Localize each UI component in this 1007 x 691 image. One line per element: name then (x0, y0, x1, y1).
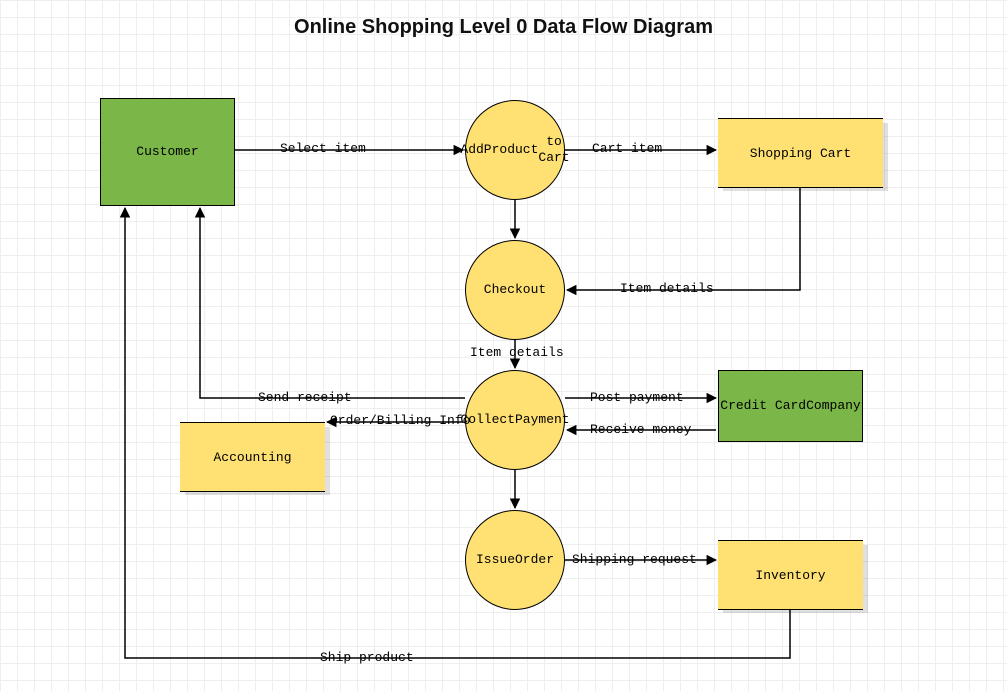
edge-e4 (567, 186, 800, 290)
edge-label-e1: Select item (280, 141, 366, 156)
node-addProduct: AddProductto Cart (465, 100, 565, 200)
node-collect: CollectPayment (465, 370, 565, 470)
edge-label-e2: Cart item (592, 141, 662, 156)
node-checkout: Checkout (465, 240, 565, 340)
edge-label-e7: Receive money (590, 422, 691, 437)
node-creditCard: Credit CardCompany (718, 370, 863, 442)
node-issue: IssueOrder (465, 510, 565, 610)
edge-label-e6: Post payment (590, 390, 684, 405)
diagram-title: Online Shopping Level 0 Data Flow Diagra… (0, 16, 1007, 39)
edge-label-e11: Shipping request (572, 552, 697, 567)
node-inventory: Inventory (718, 540, 863, 610)
edge-label-e12: Ship product (320, 650, 414, 665)
edge-label-e9: Order/Billing Info (330, 413, 470, 428)
diagram-stage: Online Shopping Level 0 Data Flow Diagra… (0, 0, 1007, 691)
node-accounting: Accounting (180, 422, 325, 492)
edge-e8 (200, 208, 465, 398)
node-customer: Customer (100, 98, 235, 206)
edge-label-e8: Send receipt (258, 390, 352, 405)
edge-label-e4: Item details (620, 281, 714, 296)
node-shoppingCart: Shopping Cart (718, 118, 883, 188)
edge-label-e5: Item details (470, 345, 564, 360)
